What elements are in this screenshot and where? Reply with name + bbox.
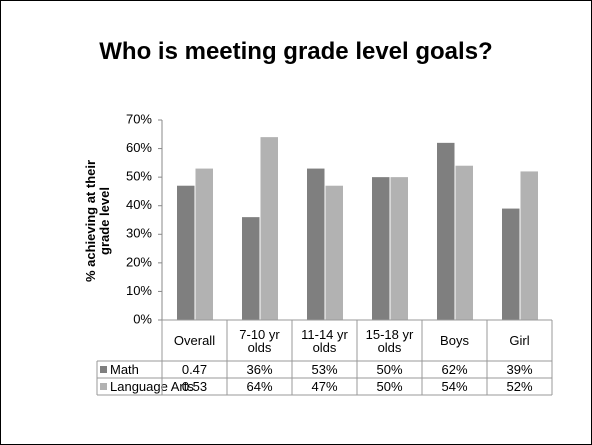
bar [520, 171, 538, 320]
legend-label: Math [110, 362, 139, 377]
x-tick-label: 11-14 yr olds [301, 326, 348, 355]
legend-swatch [100, 366, 107, 373]
data-table-cell: 36% [246, 362, 273, 377]
data-table-cell: 62% [441, 362, 468, 377]
bar [372, 177, 390, 320]
bar [502, 208, 520, 320]
data-table-cell: 50% [376, 362, 403, 377]
bar [325, 185, 343, 320]
y-tick-label: 40% [126, 197, 152, 212]
bar [307, 168, 325, 320]
x-tick-label: Girl [509, 333, 530, 348]
bar [195, 168, 213, 320]
x-tick-label: Boys [440, 333, 469, 348]
data-table-cell: 52% [506, 379, 533, 394]
legend-label: Language Arts [110, 379, 194, 394]
y-tick-label: 10% [126, 283, 152, 298]
y-tick-label: 20% [126, 254, 152, 269]
data-table-cell: 39% [506, 362, 533, 377]
bar [437, 142, 455, 320]
y-tick-label: 60% [126, 140, 152, 155]
bar [455, 165, 473, 320]
legend-swatch [100, 383, 107, 390]
x-tick-label: Overall [173, 333, 216, 348]
y-tick-label: 0% [133, 311, 152, 326]
data-table-cell: 53% [311, 362, 338, 377]
data-table-cell: 0.47 [181, 362, 208, 377]
bar [242, 217, 260, 320]
data-table-cell: 64% [246, 379, 273, 394]
y-tick-label: 50% [126, 169, 152, 184]
data-table-cell: 50% [376, 379, 403, 394]
x-tick-label: 7-10 yr olds [239, 326, 280, 355]
bar [177, 185, 195, 320]
data-table-cell: 0.53 [181, 379, 208, 394]
x-tick-label: 15-18 yr olds [365, 326, 414, 355]
bar [260, 137, 278, 320]
y-tick-label: 30% [126, 226, 152, 241]
chart-title: Who is meeting grade level goals? [99, 38, 493, 65]
y-tick-label: 70% [126, 111, 152, 126]
data-table-cell: 54% [441, 379, 468, 394]
bar [390, 177, 408, 320]
data-table-cell: 47% [311, 379, 338, 394]
